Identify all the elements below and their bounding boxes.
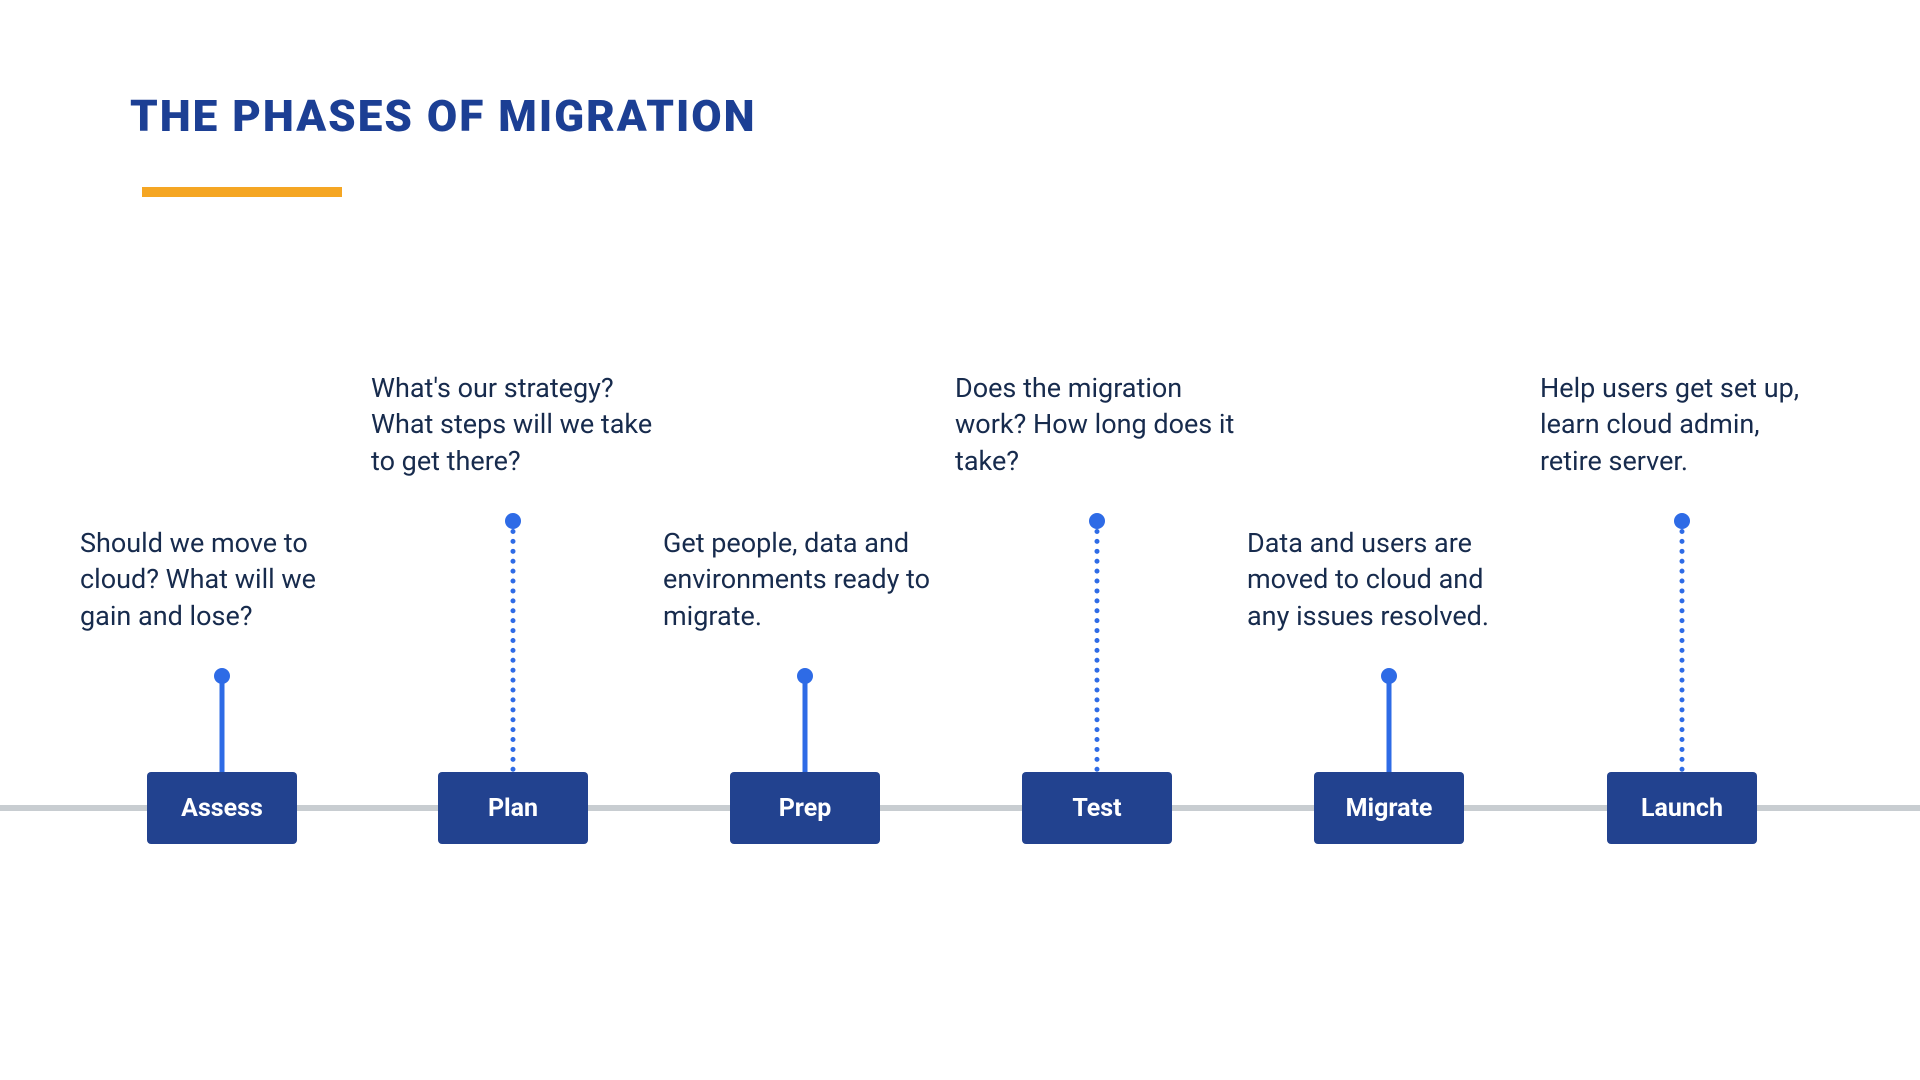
connector-dot-icon xyxy=(505,513,521,529)
phase-desc: What's our strategy? What steps will we … xyxy=(363,370,663,479)
phase-connector xyxy=(1674,513,1690,772)
connector-line xyxy=(511,529,516,772)
phase-box: Plan xyxy=(438,772,588,844)
connector-line xyxy=(1387,676,1392,772)
phase-desc: Should we move to cloud? What will we ga… xyxy=(72,525,372,634)
phase-desc: Data and users are moved to cloud and an… xyxy=(1239,525,1539,634)
phase-desc: Does the migration work? How long does i… xyxy=(947,370,1247,479)
phase-desc: Help users get set up, learn cloud admin… xyxy=(1532,370,1832,479)
connector-line xyxy=(220,676,225,772)
phase-box: Migrate xyxy=(1314,772,1464,844)
page-title: THE PHASES OF MIGRATION xyxy=(130,90,757,142)
phase-box: Assess xyxy=(147,772,297,844)
phase-box: Test xyxy=(1022,772,1172,844)
phase-box: Launch xyxy=(1607,772,1757,844)
phase-connector xyxy=(505,513,521,772)
phase-connector xyxy=(1381,668,1397,772)
title-underline xyxy=(142,187,342,197)
phase-connector xyxy=(214,668,230,772)
connector-dot-icon xyxy=(1674,513,1690,529)
phase-connector xyxy=(1089,513,1105,772)
phase-connector xyxy=(797,668,813,772)
connector-dot-icon xyxy=(1089,513,1105,529)
connector-line xyxy=(803,676,808,772)
connector-line xyxy=(1680,529,1685,772)
phase-desc: Get people, data and environments ready … xyxy=(655,525,955,634)
phase-box: Prep xyxy=(730,772,880,844)
connector-line xyxy=(1095,529,1100,772)
